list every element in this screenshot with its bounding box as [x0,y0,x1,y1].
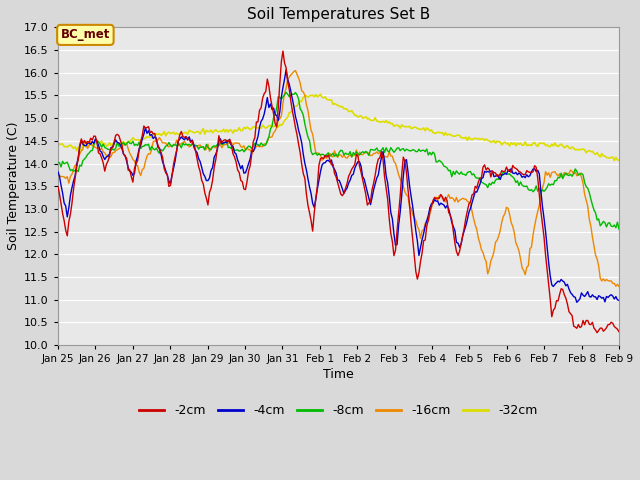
X-axis label: Time: Time [323,368,354,382]
Y-axis label: Soil Temperature (C): Soil Temperature (C) [7,122,20,251]
Legend: -2cm, -4cm, -8cm, -16cm, -32cm: -2cm, -4cm, -8cm, -16cm, -32cm [134,399,543,422]
Title: Soil Temperatures Set B: Soil Temperatures Set B [247,7,430,22]
Text: BC_met: BC_met [61,28,110,41]
